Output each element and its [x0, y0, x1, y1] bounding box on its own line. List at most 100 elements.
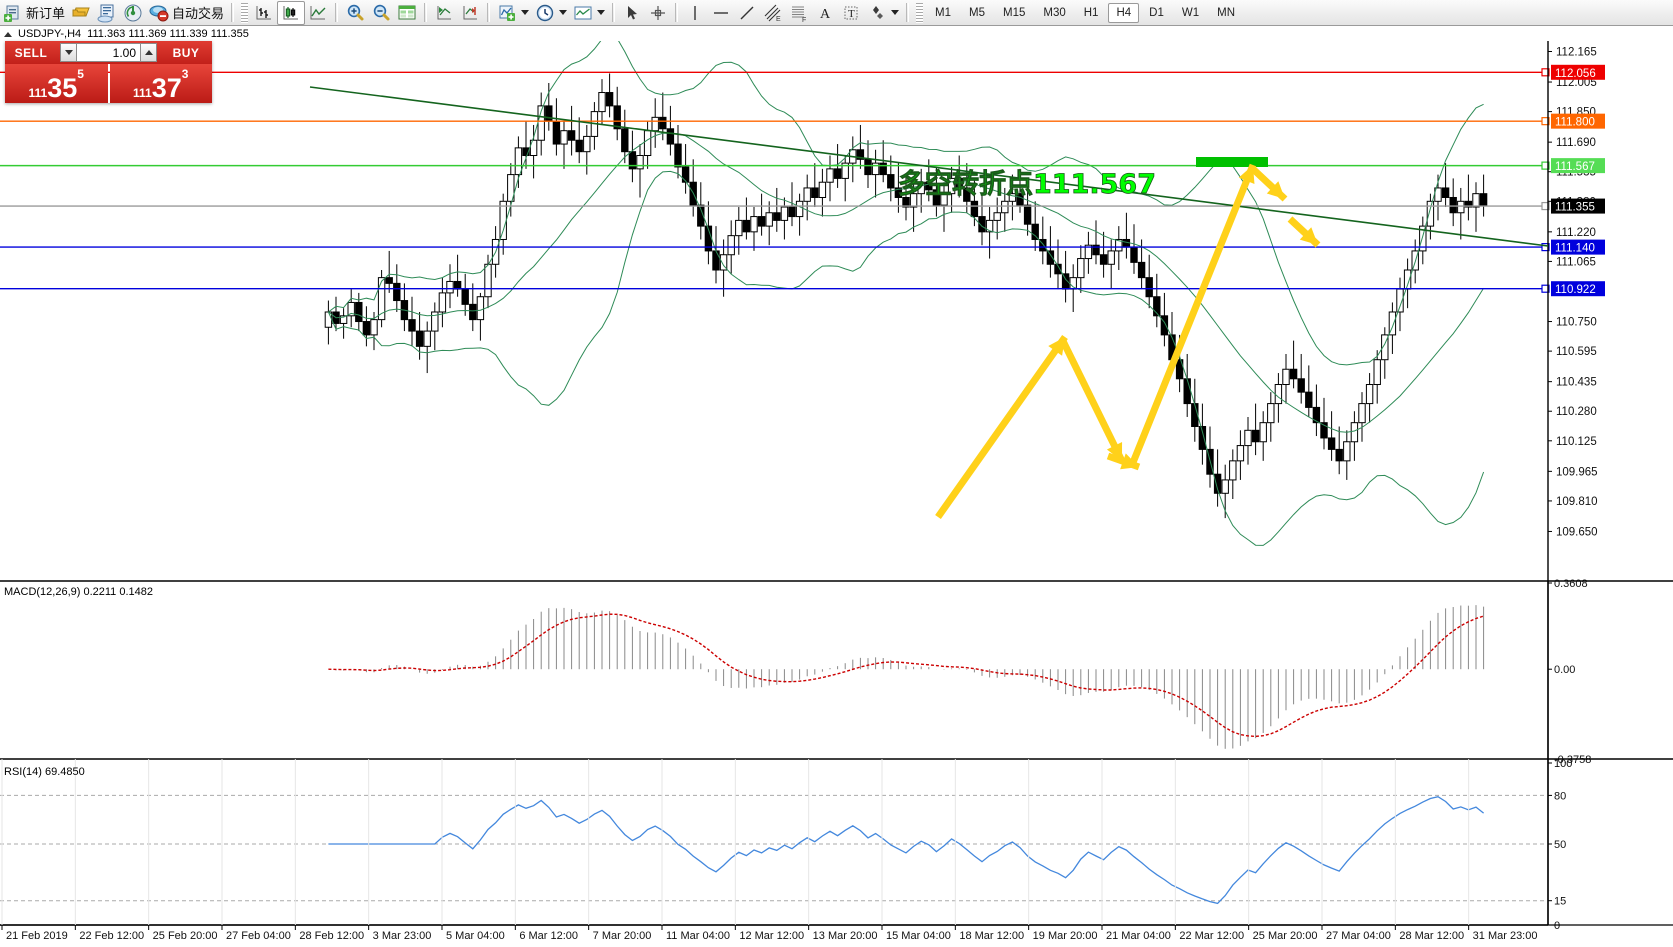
time-axis-tick: 25 Feb 20:00	[153, 930, 218, 942]
autotrade-button[interactable]: 自动交易	[146, 1, 227, 25]
timeframe-m1[interactable]: M1	[935, 6, 952, 19]
toolbar-grip[interactable]	[241, 2, 249, 23]
buy-price[interactable]: 111 37 3	[109, 64, 212, 103]
candlestick-chart-icon	[281, 3, 301, 23]
volume-increase-button[interactable]	[140, 43, 157, 62]
period-caret-icon[interactable]	[559, 10, 568, 15]
shapes-button[interactable]	[864, 1, 902, 25]
timeframe-m30[interactable]: M30	[1043, 6, 1066, 19]
bb-lower	[327, 170, 1485, 546]
shift-start-button[interactable]	[431, 1, 457, 25]
equidistant-channel-button[interactable]: E	[760, 1, 786, 25]
time-axis-tick: 7 Mar 20:00	[593, 930, 652, 942]
downtrend-line[interactable]	[309, 86, 1549, 247]
rsi-indicator-label: RSI(14) 69.4850	[4, 766, 85, 778]
arrow-up-1[interactable]	[935, 334, 1068, 520]
bb-middle	[328, 132, 1485, 433]
shift-end-icon	[460, 3, 480, 23]
macd-axis-tick: 0.00	[1554, 664, 1575, 676]
rsi-line	[328, 796, 1485, 905]
hline-icon	[711, 3, 731, 23]
period-button[interactable]	[532, 1, 570, 25]
text-label-button[interactable]: T	[838, 1, 864, 25]
price-level-tags[interactable]: 112.056 111.800 111.567 111.355 111.140 110.9…	[1551, 64, 1605, 297]
arrow-down-3[interactable]	[1287, 216, 1321, 248]
horizontal-line-button[interactable]	[708, 1, 734, 25]
collapse-triangle-icon[interactable]	[4, 31, 12, 37]
toolbar-divider	[231, 3, 235, 22]
shapes-caret-icon[interactable]	[891, 10, 900, 15]
timeframe-m5[interactable]: M5	[969, 6, 985, 19]
data-window-button[interactable]	[394, 1, 420, 25]
signals-button[interactable]	[120, 1, 146, 25]
cursor-icon	[622, 3, 642, 23]
arrow-down-2[interactable]	[1250, 166, 1288, 202]
volume-decrease-button[interactable]	[60, 43, 77, 62]
text-button[interactable]: A	[812, 1, 838, 25]
one-click-trading-panel[interactable]: SELL 1.00 BUY 111 35 5 111 37 3	[5, 41, 212, 103]
profiles-button[interactable]	[68, 1, 94, 25]
timeframe-h4[interactable]: H4	[1108, 2, 1140, 23]
sell-button[interactable]: SELL	[5, 41, 57, 64]
bar-chart-icon	[254, 3, 274, 23]
timeframe-m15[interactable]: M15	[1003, 6, 1026, 19]
svg-text:112.165: 112.165	[1556, 46, 1597, 58]
time-axis-tick: 3 Mar 23:00	[373, 930, 432, 942]
timeframe-h1[interactable]: H1	[1083, 6, 1099, 19]
text-icon: A	[815, 3, 835, 23]
ohlc-values: 111.363 111.369 111.339 111.355	[87, 28, 249, 40]
timeframe-d1[interactable]: D1	[1149, 6, 1164, 19]
time-axis-tick: 28 Mar 12:00	[1399, 930, 1464, 942]
bollinger-bands	[327, 41, 1485, 546]
toolbar-divider-7	[906, 3, 910, 22]
indicators-caret-icon[interactable]	[521, 10, 530, 15]
price-level-lines[interactable]	[0, 68, 1550, 293]
cursor-button[interactable]	[619, 1, 645, 25]
time-axis-tick: 31 Mar 23:00	[1473, 930, 1538, 942]
resistance-zone-marker[interactable]	[1196, 157, 1268, 167]
svg-text:111.065: 111.065	[1556, 256, 1596, 268]
trendline-button[interactable]	[734, 1, 760, 25]
timeframe-mn[interactable]: MN	[1217, 6, 1235, 19]
chart-area[interactable]: 112.165112.005111.850111.690111.535111.3…	[0, 41, 1673, 947]
sell-price[interactable]: 111 35 5	[5, 64, 108, 103]
timeframe-bar: M1 M5 M15 M30 H1 H4 D1 W1 MN	[926, 2, 1244, 23]
timeframe-w1[interactable]: W1	[1181, 6, 1200, 19]
trade-prices: 111 35 5 111 37 3	[5, 64, 212, 103]
zoom-in-button[interactable]	[342, 1, 368, 25]
svg-text:111.220: 111.220	[1556, 227, 1596, 239]
indicators-button[interactable]	[494, 1, 532, 25]
buy-button[interactable]: BUY	[160, 41, 212, 64]
macd-histogram	[335, 605, 1485, 749]
rsi-axis-tick: 80	[1554, 790, 1566, 802]
fibo-icon: F	[789, 3, 809, 24]
market-watch-button[interactable]	[94, 1, 120, 25]
time-axis-tick: 19 Mar 20:00	[1033, 930, 1098, 942]
vertical-line-button[interactable]	[682, 1, 708, 25]
shift-end-button[interactable]	[457, 1, 483, 25]
templates-caret-icon[interactable]	[597, 10, 606, 15]
chart-canvas[interactable]: 112.165112.005111.850111.690111.535111.3…	[0, 41, 1673, 947]
sell-price-fraction: 5	[77, 67, 84, 81]
line-chart-button[interactable]	[305, 1, 331, 25]
label-icon: T	[841, 3, 861, 23]
zoom-out-button[interactable]	[368, 1, 394, 25]
bar-chart-button[interactable]	[251, 1, 277, 25]
volume-input[interactable]: 1.00	[77, 43, 140, 62]
symbol-bar: USDJPY-,H4 111.363 111.369 111.339 111.3…	[0, 27, 1673, 41]
candlestick-chart-button[interactable]	[277, 0, 306, 25]
templates-button[interactable]	[570, 1, 608, 25]
rsi-axis-tick: 0	[1554, 920, 1560, 932]
clock-icon	[535, 3, 555, 23]
arrow-up-2[interactable]	[1128, 163, 1257, 467]
new-order-button[interactable]: 新订单	[0, 1, 68, 25]
timeframe-grip[interactable]	[916, 2, 924, 23]
sell-price-main: 35	[47, 73, 78, 103]
folder-icon	[71, 3, 91, 23]
crosshair-button[interactable]	[645, 1, 671, 25]
shift-start-icon	[434, 3, 454, 23]
time-axis-tick: 25 Mar 20:00	[1253, 930, 1318, 942]
volume-control[interactable]: 1.00	[57, 41, 160, 64]
svg-text:109.810: 109.810	[1556, 496, 1598, 508]
fibonacci-button[interactable]: F	[786, 1, 812, 25]
